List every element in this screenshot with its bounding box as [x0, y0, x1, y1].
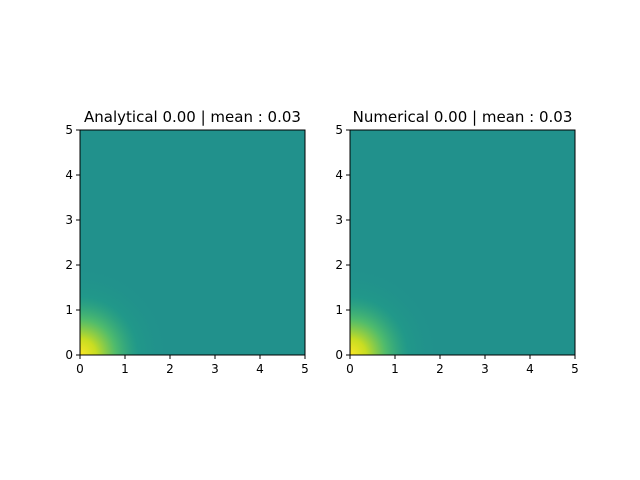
numerical-heatmap-peak [350, 130, 575, 355]
analytical-xtick-label: 1 [121, 362, 129, 376]
numerical-xtick-label: 4 [526, 362, 534, 376]
analytical-ytick-label: 4 [65, 168, 73, 182]
numerical-xtick-label: 0 [346, 362, 354, 376]
numerical-title: Numerical 0.00 | mean : 0.03 [353, 108, 573, 126]
analytical-xtick-label: 4 [256, 362, 264, 376]
analytical-xtick-label: 5 [301, 362, 309, 376]
numerical-ytick-label: 2 [335, 258, 343, 272]
numerical-xtick-label: 1 [391, 362, 399, 376]
analytical-panel: Analytical 0.00 | mean : 0.03 0 1 2 3 4 5 0 1 2 3 4… [65, 108, 308, 376]
numerical-panel: Numerical 0.00 | mean : 0.03 0 1 2 3 4 5 0 1 2 3 4 5 [335, 108, 578, 376]
analytical-heatmap-peak [80, 130, 305, 355]
numerical-ytick-label: 0 [335, 348, 343, 362]
numerical-xtick-label: 2 [436, 362, 444, 376]
numerical-ytick-label: 3 [335, 213, 343, 227]
analytical-ytick-label: 3 [65, 213, 73, 227]
analytical-ytick-label: 1 [65, 303, 73, 317]
numerical-xtick-label: 5 [571, 362, 579, 376]
analytical-title: Analytical 0.00 | mean : 0.03 [84, 108, 301, 126]
numerical-xtick-label: 3 [481, 362, 489, 376]
numerical-ytick-label: 4 [335, 168, 343, 182]
analytical-xtick-label: 2 [166, 362, 174, 376]
numerical-ytick-label: 1 [335, 303, 343, 317]
analytical-ytick-label: 0 [65, 348, 73, 362]
analytical-xtick-label: 3 [211, 362, 219, 376]
analytical-ytick-label: 5 [65, 123, 73, 137]
analytical-xtick-label: 0 [76, 362, 84, 376]
analytical-axes-frame [79, 129, 306, 356]
numerical-ytick-label: 5 [335, 123, 343, 137]
numerical-axes-frame [349, 129, 576, 356]
analytical-ytick-label: 2 [65, 258, 73, 272]
